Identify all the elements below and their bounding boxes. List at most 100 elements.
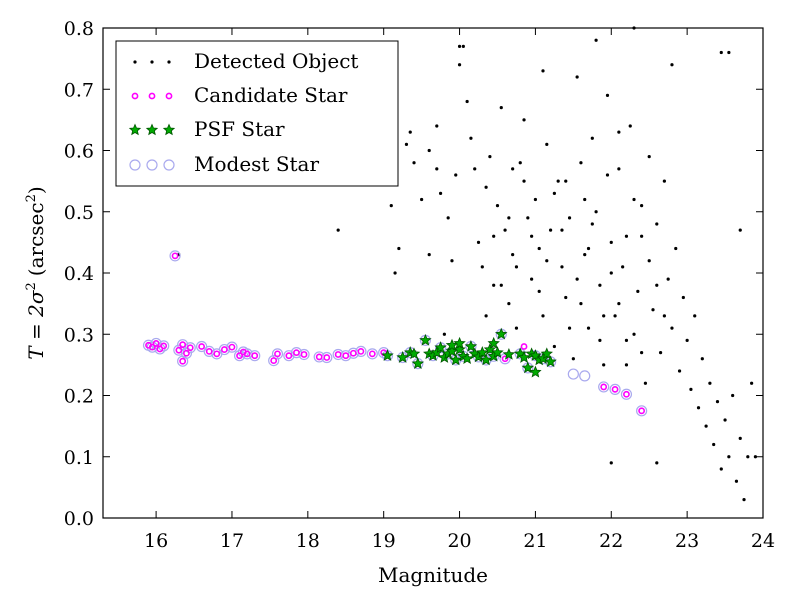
candidate-star-point bbox=[236, 352, 243, 360]
x-axis: 16 17 18 19 20 21 22 23 24 bbox=[144, 28, 775, 552]
detected-object-point bbox=[666, 277, 670, 281]
detected-object-point bbox=[499, 283, 503, 287]
detected-object-point bbox=[655, 461, 659, 465]
y-axis-label: T = 2σ2(arcsec2) bbox=[24, 186, 48, 359]
psf-star-point bbox=[464, 339, 478, 352]
candidate-star-point bbox=[179, 357, 187, 365]
detected-object-point bbox=[552, 191, 556, 195]
psf-star-point bbox=[544, 355, 557, 368]
detected-object-point bbox=[579, 302, 583, 306]
psf-star-point bbox=[453, 343, 466, 355]
detected-object-point bbox=[556, 179, 560, 183]
detected-object-point bbox=[719, 50, 723, 55]
detected-object-point bbox=[590, 136, 594, 140]
detected-object-point bbox=[693, 314, 697, 318]
detected-object-point bbox=[427, 253, 431, 257]
legend-marker-candidate-star-point bbox=[131, 92, 139, 100]
detected-object-point bbox=[734, 479, 739, 483]
detected-object-point bbox=[530, 277, 534, 281]
legend-marker-detected-object-point bbox=[167, 60, 171, 64]
psf-star-point bbox=[479, 353, 493, 366]
legend-marker-psf-star-point bbox=[145, 123, 159, 136]
y-axis: 0.0 0.1 0.2 0.3 0.4 0.5 0.6 0.7 0.8 bbox=[64, 18, 763, 530]
detected-object-point bbox=[537, 289, 541, 293]
modest-star-point bbox=[598, 381, 610, 393]
legend-marker-detected-object-point bbox=[150, 60, 154, 64]
psf-star-point bbox=[381, 349, 394, 361]
detected-object-point bbox=[567, 326, 572, 330]
candidate-star-point bbox=[323, 354, 331, 361]
psf-star-point bbox=[396, 350, 409, 363]
detected-object-point bbox=[647, 259, 651, 263]
legend-marker-modest-star-point bbox=[163, 159, 175, 171]
detected-object-point bbox=[609, 240, 613, 244]
detected-object-point bbox=[450, 259, 454, 263]
modest-star-point bbox=[366, 348, 378, 360]
candidate-star-point bbox=[179, 341, 187, 349]
detected-object-point bbox=[715, 400, 720, 404]
legend-label-detected: Detected Object bbox=[194, 49, 358, 73]
detected-object-point bbox=[605, 173, 610, 177]
detected-object-point bbox=[435, 167, 439, 171]
detected-object-point bbox=[533, 197, 538, 202]
y-tick-label: 0.7 bbox=[64, 79, 94, 101]
candidate-star-point bbox=[520, 343, 528, 350]
detected-object-point bbox=[404, 142, 409, 146]
candidate-star-point bbox=[315, 353, 323, 361]
legend-label-modest: Modest Star bbox=[194, 152, 319, 176]
psf-star-point bbox=[495, 327, 508, 340]
y-tick-label: 0.4 bbox=[64, 263, 94, 285]
detected-object-point bbox=[442, 332, 446, 336]
detected-object-point bbox=[708, 381, 712, 385]
detected-object-point bbox=[397, 246, 401, 251]
detected-object-point bbox=[488, 155, 492, 159]
detected-object-point bbox=[655, 283, 659, 287]
detected-object-point bbox=[746, 455, 750, 459]
candidate-star-point bbox=[160, 342, 168, 350]
legend-markers bbox=[128, 60, 176, 171]
detected-object-point bbox=[526, 216, 530, 220]
detected-object-point bbox=[696, 406, 701, 410]
detected-object-point bbox=[753, 455, 758, 459]
psf-star-point bbox=[529, 365, 542, 378]
detected-object-point bbox=[700, 357, 704, 361]
detected-object-point bbox=[579, 161, 583, 165]
detected-object-point bbox=[624, 363, 629, 367]
detected-object-point bbox=[586, 246, 591, 251]
psf-star-point bbox=[407, 347, 421, 360]
detected-object-point bbox=[590, 222, 594, 226]
detected-object-point bbox=[583, 253, 587, 257]
detected-object-point bbox=[738, 228, 742, 232]
detected-object-point bbox=[473, 167, 477, 171]
detected-object-point bbox=[640, 204, 644, 208]
psf-star-point bbox=[434, 341, 447, 354]
modest-star-point bbox=[169, 250, 181, 262]
detected-object-point bbox=[575, 277, 579, 281]
detected-object-point bbox=[541, 314, 545, 318]
candidate-star-point bbox=[334, 351, 342, 358]
candidate-star-point bbox=[213, 350, 221, 358]
detected-object-point bbox=[522, 118, 526, 122]
detected-object-point bbox=[499, 106, 503, 110]
y-tick-label: 0.6 bbox=[64, 141, 94, 163]
detected-object-point bbox=[624, 338, 629, 342]
detected-object-point bbox=[674, 246, 678, 251]
detected-object-point bbox=[640, 351, 644, 355]
detected-object-point bbox=[545, 259, 549, 263]
legend-label-candidate: Candidate Star bbox=[194, 83, 348, 107]
detected-object-point bbox=[541, 69, 545, 73]
legend-label-psf: PSF Star bbox=[194, 117, 285, 141]
modest-star-point bbox=[620, 388, 633, 400]
detected-object-point bbox=[518, 161, 522, 165]
detected-object-point bbox=[408, 130, 412, 134]
candidate-star-point bbox=[183, 349, 190, 357]
candidate-star-point bbox=[300, 351, 308, 358]
detected-object-point bbox=[647, 155, 651, 159]
candidate-star-point bbox=[342, 352, 350, 360]
detected-object-point bbox=[575, 75, 579, 79]
psf-star-point bbox=[430, 346, 443, 358]
candidate-star-point bbox=[349, 349, 357, 357]
candidate-star-point bbox=[274, 350, 281, 358]
detected-object-point bbox=[507, 216, 511, 220]
detected-object-point bbox=[484, 314, 488, 318]
